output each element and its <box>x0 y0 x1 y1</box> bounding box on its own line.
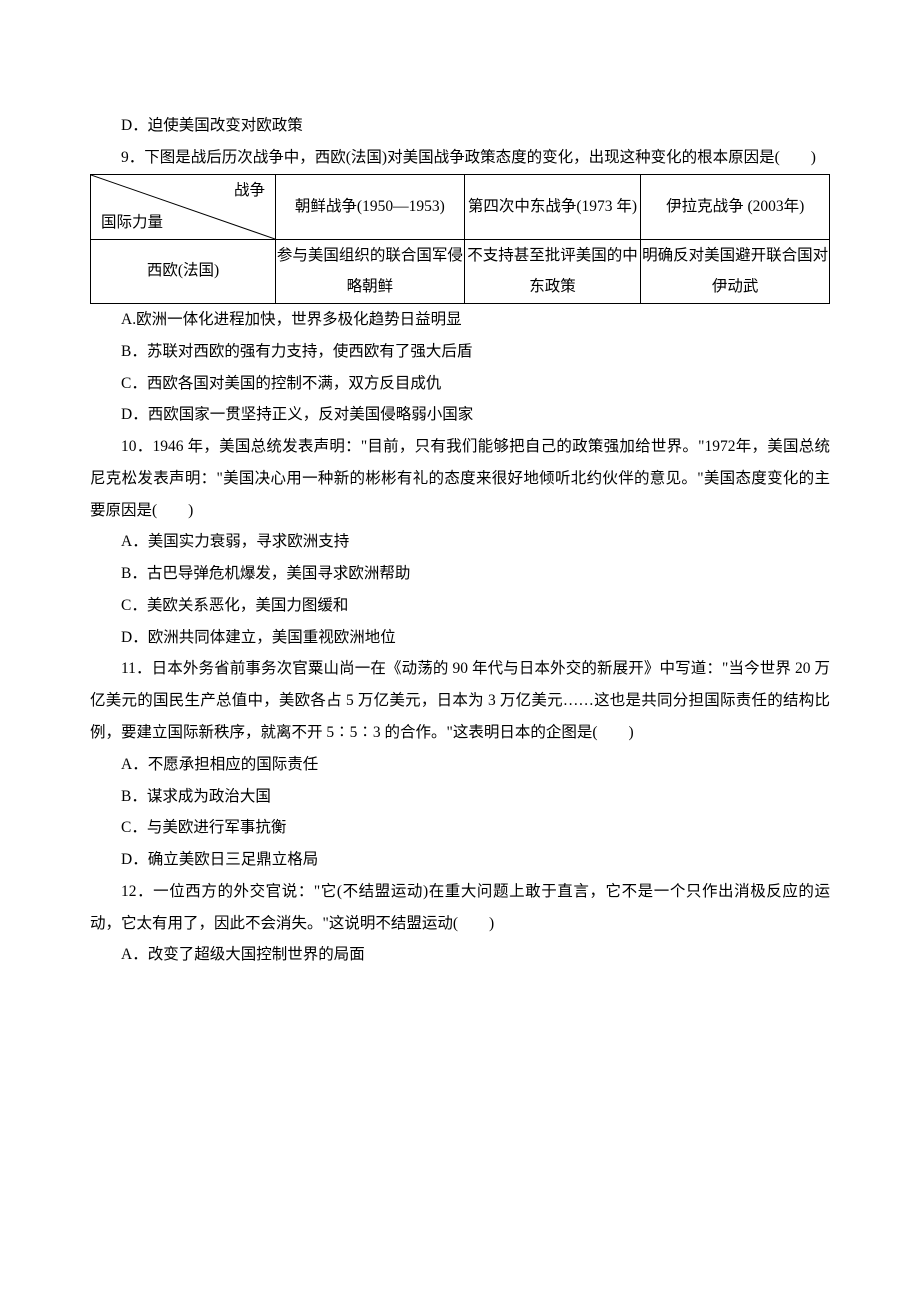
table-header-cell: 朝鲜战争(1950—1953) <box>276 174 465 239</box>
q10-stem: 10．1946 年，美国总统发表声明："目前，只有我们能够把自己的政策强加给世界… <box>90 431 830 526</box>
table-header-cell: 伊拉克战争 (2003年) <box>641 174 830 239</box>
q11-stem: 11．日本外务省前事务次官粟山尚一在《动荡的 90 年代与日本外交的新展开》中写… <box>90 653 830 748</box>
diag-bottom-label: 国际力量 <box>101 207 163 239</box>
table-row: 西欧(法国) 参与美国组织的联合国军侵略朝鲜 不支持甚至批评美国的中东政策 明确… <box>91 239 830 304</box>
q12-option-a: A．改变了超级大国控制世界的局面 <box>90 939 830 971</box>
q9-option-d: D．西欧国家一贯坚持正义，反对美国侵略弱小国家 <box>90 399 830 431</box>
q10-option-b: B．古巴导弹危机爆发，美国寻求欧洲帮助 <box>90 558 830 590</box>
q11-option-a: A．不愿承担相应的国际责任 <box>90 749 830 781</box>
diagonal-header-cell: 战争 国际力量 <box>91 174 276 239</box>
q11-option-b: B．谋求成为政治大国 <box>90 781 830 813</box>
table-cell: 明确反对美国避开联合国对伊动武 <box>641 239 830 304</box>
q10-option-c: C．美欧关系恶化，美国力图缓和 <box>90 590 830 622</box>
table-header-cell: 第四次中东战争(1973 年) <box>464 174 641 239</box>
table-row-label: 西欧(法国) <box>91 239 276 304</box>
document-page: D．迫使美国改变对欧政策 9．下图是战后历次战争中，西欧(法国)对美国战争政策态… <box>0 0 920 1302</box>
q10-option-a: A．美国实力衰弱，寻求欧洲支持 <box>90 526 830 558</box>
q9-option-b: B．苏联对西欧的强有力支持，使西欧有了强大后盾 <box>90 336 830 368</box>
q10-option-d: D．欧洲共同体建立，美国重视欧洲地位 <box>90 622 830 654</box>
q9-stem: 9．下图是战后历次战争中，西欧(法国)对美国战争政策态度的变化，出现这种变化的根… <box>90 142 830 174</box>
q8-option-d: D．迫使美国改变对欧政策 <box>90 110 830 142</box>
diag-top-label: 战争 <box>234 175 265 207</box>
q12-stem: 12．一位西方的外交官说："它(不结盟运动)在重大问题上敢于直言，它不是一个只作… <box>90 876 830 940</box>
q11-option-d: D．确立美欧日三足鼎立格局 <box>90 844 830 876</box>
q9-option-c: C．西欧各国对美国的控制不满，双方反目成仇 <box>90 368 830 400</box>
table-row: 战争 国际力量 朝鲜战争(1950—1953) 第四次中东战争(1973 年) … <box>91 174 830 239</box>
q9-table: 战争 国际力量 朝鲜战争(1950—1953) 第四次中东战争(1973 年) … <box>90 174 830 305</box>
table-cell: 不支持甚至批评美国的中东政策 <box>464 239 641 304</box>
q9-option-a: A.欧洲一体化进程加快，世界多极化趋势日益明显 <box>90 304 830 336</box>
q11-option-c: C．与美欧进行军事抗衡 <box>90 812 830 844</box>
table-cell: 参与美国组织的联合国军侵略朝鲜 <box>276 239 465 304</box>
